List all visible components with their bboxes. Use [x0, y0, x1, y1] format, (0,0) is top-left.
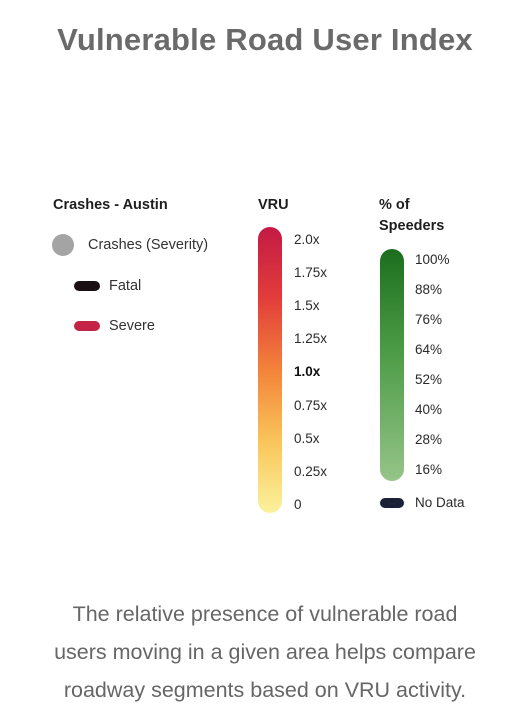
vru-tick-label: 2.0x: [294, 232, 320, 247]
vru-heading: VRU: [258, 197, 289, 213]
fatal-label: Fatal: [109, 278, 142, 294]
speeders-tick-label: 76%: [415, 312, 443, 327]
page-title: Vulnerable Road User Index: [57, 22, 473, 57]
vru-tick-label: 0.75x: [294, 397, 328, 413]
speeders-tick-label: 64%: [415, 342, 443, 357]
speeders-gradient-bar: [380, 249, 404, 481]
vru-tick-label: 0.5x: [294, 430, 320, 446]
vru-tick-label: 1.75x: [294, 265, 328, 281]
speeders-tick-label: 52%: [415, 372, 443, 387]
speeders-tick-label: 88%: [415, 282, 443, 297]
caption-line-2: users moving in a given area helps compa…: [54, 640, 476, 664]
vru-tick-label: 0.25x: [294, 463, 328, 479]
legend-item-fatal: Fatal: [52, 274, 141, 298]
speeders-tick-label: 40%: [415, 402, 443, 417]
speeders-tick-label: 16%: [415, 462, 443, 477]
speeders-heading-line2: Speeders: [379, 218, 445, 234]
vru-tick-label: 0: [294, 496, 302, 512]
severe-label: Severe: [109, 318, 155, 334]
legend-item-crashes-severity: Crashes (Severity): [52, 233, 208, 257]
crashes-severity-label: Crashes (Severity): [88, 237, 209, 253]
speeders-heading: % of Speeders: [379, 195, 444, 237]
vru-tick-label: 1.25x: [294, 331, 328, 347]
speeders-tick-label: 100%: [415, 252, 450, 267]
crashes-heading: Crashes - Austin: [53, 197, 168, 213]
no-data-label: No Data: [415, 495, 465, 510]
black-pill-icon: [74, 281, 100, 291]
red-pill-icon: [74, 321, 100, 331]
vru-gradient-bar: [258, 227, 282, 513]
vru-tick-label: 1.0x: [294, 364, 321, 380]
caption-line-1: The relative presence of vulnerable road: [72, 602, 458, 626]
legend-item-severe: Severe: [52, 314, 155, 338]
no-data-pill-icon: [380, 498, 404, 508]
speeders-tick-label: 28%: [415, 432, 443, 447]
caption: The relative presence of vulnerable road…: [0, 595, 530, 709]
caption-line-3: roadway segments based on VRU activity.: [63, 678, 467, 702]
speeders-heading-line1: % of: [379, 197, 410, 213]
grey-circle-icon: [52, 234, 74, 256]
vru-tick-label: 1.5x: [294, 298, 320, 314]
